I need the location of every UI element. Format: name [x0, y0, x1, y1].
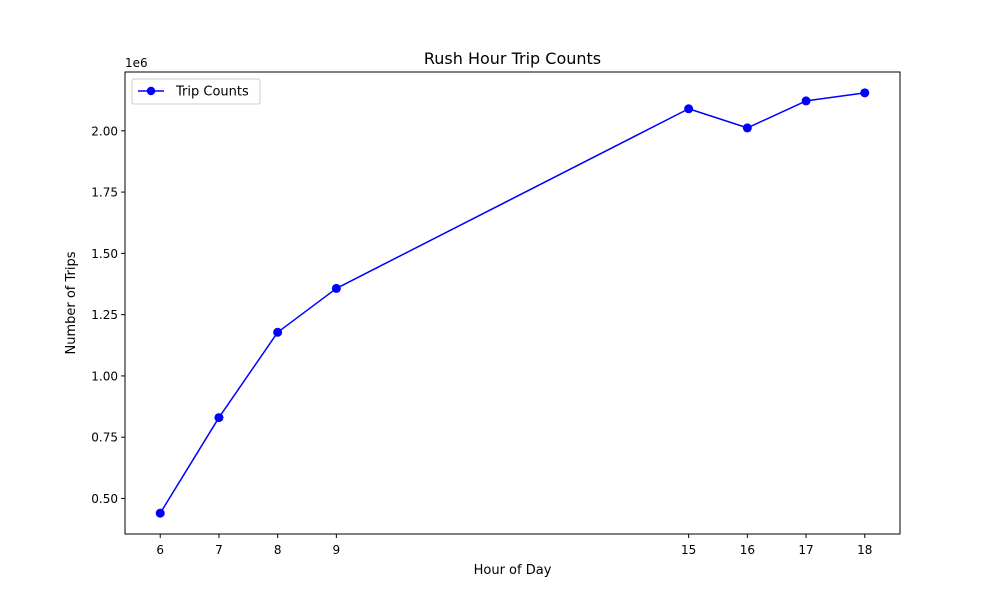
x-tick-label: 15 — [681, 543, 696, 557]
legend: Trip Counts — [131, 78, 261, 105]
x-tick-label: 7 — [215, 543, 223, 557]
data-point — [331, 283, 341, 293]
x-tick-label: 18 — [857, 543, 872, 557]
plot-area — [125, 72, 900, 534]
data-point — [860, 88, 870, 98]
series-line — [159, 92, 865, 514]
y-tick-label: 1.25 — [91, 308, 118, 322]
x-tick-label: 16 — [740, 543, 755, 557]
y-axis: 0.50 0.75 1.00 1.25 1.50 1.75 2.00 — [91, 124, 125, 506]
y-tick-label: 1.50 — [91, 247, 118, 261]
legend-box — [131, 78, 261, 105]
data-point — [214, 413, 224, 423]
y-offset-label: 1e6 — [125, 56, 148, 70]
y-tick-label: 0.50 — [91, 492, 118, 506]
chart-title: Rush Hour Trip Counts — [424, 49, 601, 68]
y-tick-label: 0.75 — [91, 431, 118, 445]
plot-frame — [124, 71, 901, 535]
x-tick-label: 9 — [333, 543, 341, 557]
x-axis-label: Hour of Day — [474, 563, 552, 578]
x-axis: 6 7 8 9 15 16 17 18 — [156, 534, 872, 557]
y-axis-label: Number of Trips — [64, 251, 79, 354]
y-tick-label: 2.00 — [91, 124, 118, 138]
data-series — [155, 88, 870, 518]
data-point — [273, 327, 283, 337]
y-tick-label: 1.75 — [91, 186, 118, 200]
x-tick-label: 6 — [156, 543, 164, 557]
legend-marker-sample — [146, 86, 156, 96]
x-tick-label: 17 — [798, 543, 813, 557]
data-point — [155, 508, 165, 518]
data-point — [684, 104, 694, 114]
data-point — [801, 96, 811, 106]
data-point — [742, 123, 752, 133]
x-tick-label: 8 — [274, 543, 282, 557]
legend-label: Trip Counts — [175, 85, 249, 100]
y-tick-label: 1.00 — [91, 369, 118, 383]
